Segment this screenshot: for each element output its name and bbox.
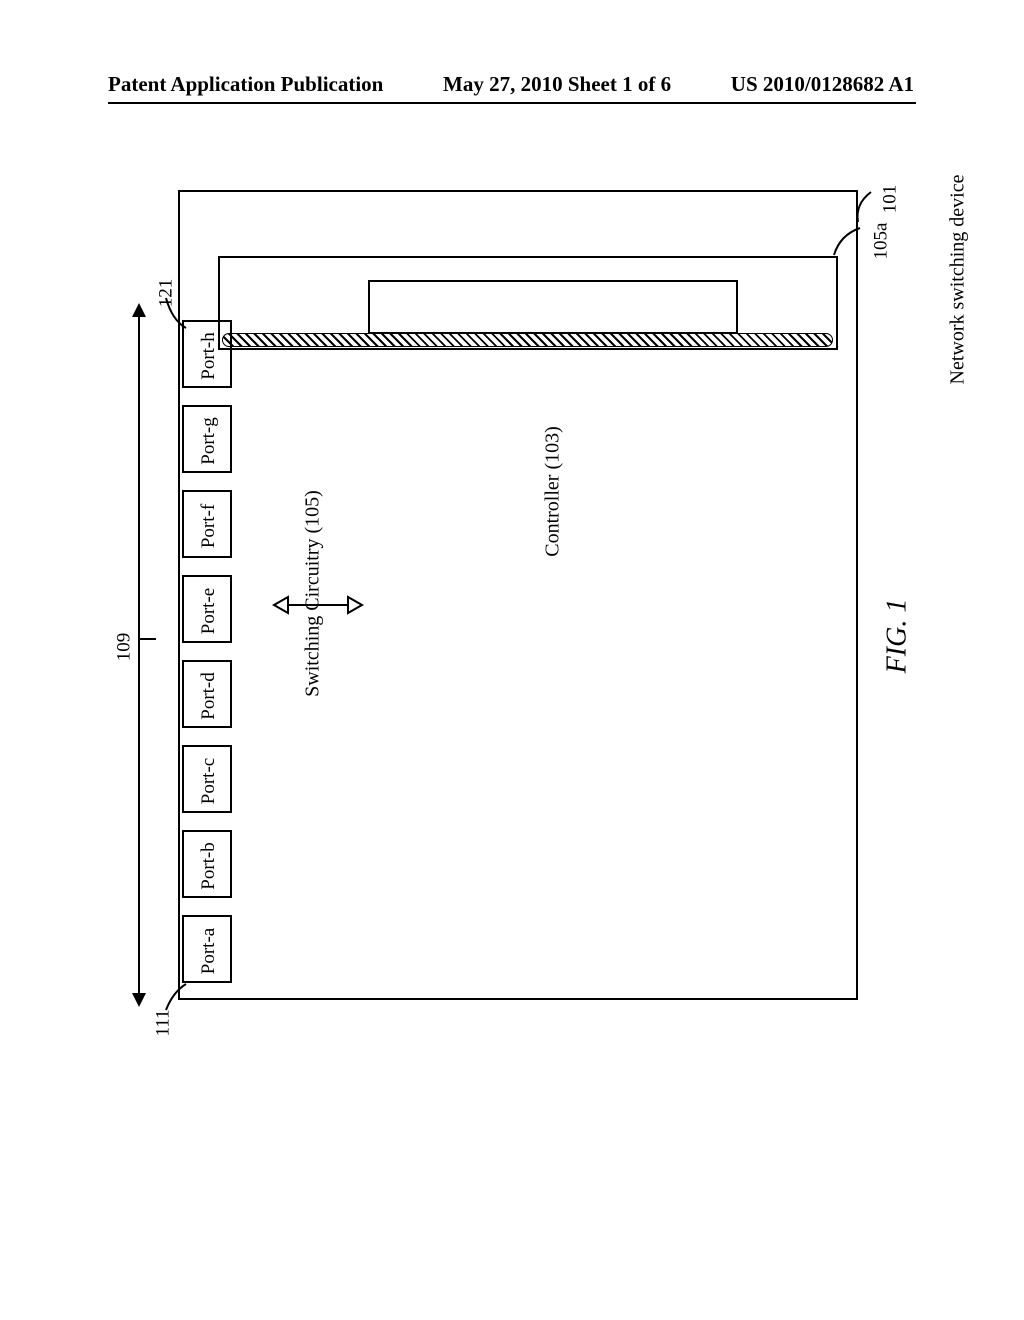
device-title: Network switching device (947, 130, 970, 430)
hatched-strip (222, 333, 833, 347)
switching-label: Switching Circuitry (105) (302, 474, 325, 714)
bracket-109-tick (138, 638, 156, 640)
port-e-label: Port-e (198, 571, 220, 651)
ref-121: 121 (155, 279, 177, 308)
ref-101: 101 (879, 185, 901, 214)
ref-105a: 105a (870, 223, 892, 260)
ref-111: 111 (153, 1009, 175, 1036)
bracket-109-arrow-bottom (132, 993, 146, 1007)
port-c-label: Port-c (198, 741, 220, 821)
port-f-label: Port-f (198, 486, 220, 566)
page-header: Patent Application Publication May 27, 2… (0, 72, 1024, 97)
ref-109: 109 (113, 633, 135, 662)
header-right: US 2010/0128682 A1 (731, 72, 914, 97)
header-center: May 27, 2010 Sheet 1 of 6 (443, 72, 671, 97)
figure-1: Network switching device 101 Controller … (118, 190, 908, 1120)
port-b-label: Port-b (198, 826, 220, 906)
port-g-label: Port-g (198, 401, 220, 481)
bracket-109-arrow-top (132, 303, 146, 317)
port-a-label: Port-a (198, 911, 220, 991)
header-rule (108, 102, 916, 104)
port-d-label: Port-d (198, 656, 220, 736)
bracket-109-line (138, 315, 140, 995)
figure-label: FIG. 1 (881, 599, 913, 674)
controller-label: Controller (103) (542, 407, 565, 577)
header-left: Patent Application Publication (108, 72, 383, 97)
port-h-label: Port-h (198, 316, 220, 396)
